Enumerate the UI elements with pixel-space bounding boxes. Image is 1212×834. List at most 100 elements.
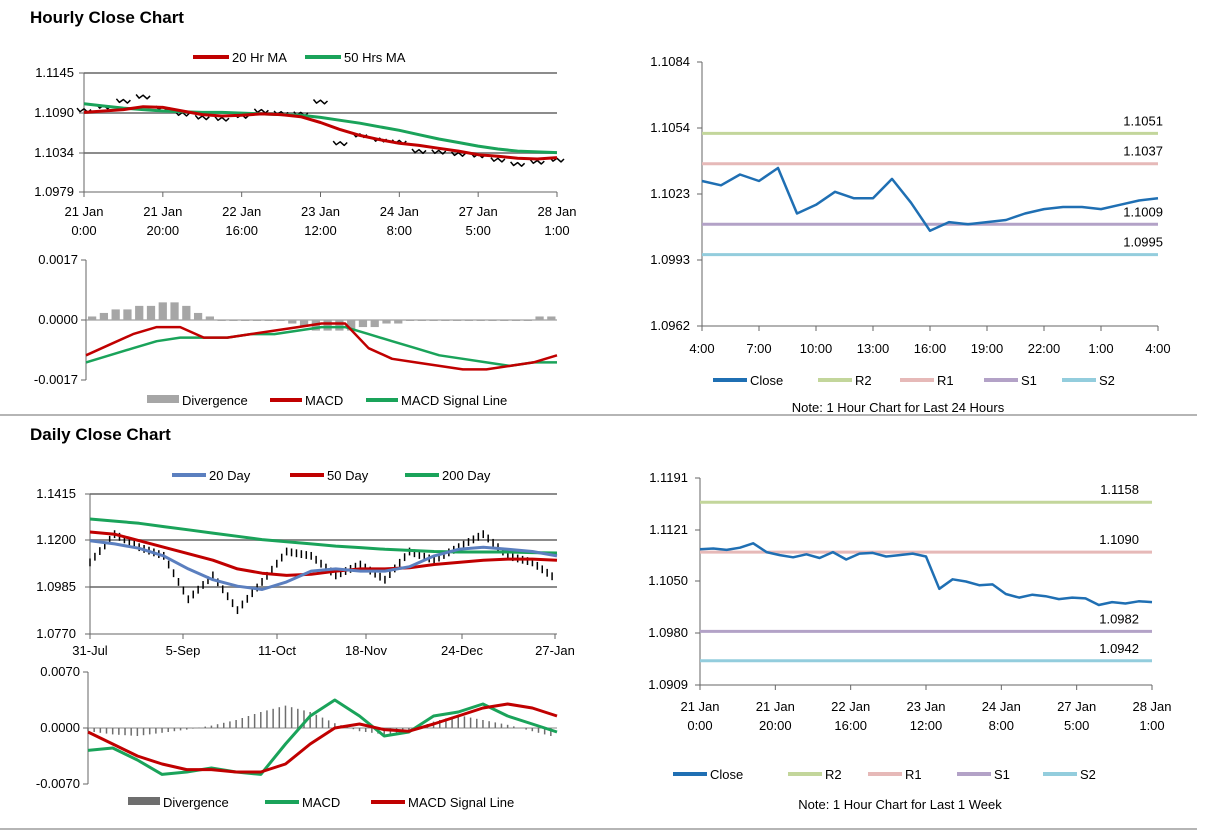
price-bar xyxy=(510,161,526,167)
divergence-bar xyxy=(135,305,144,320)
divergence-bar xyxy=(217,320,226,321)
divergence-bar xyxy=(205,316,214,320)
divergence-bar xyxy=(146,305,156,320)
chart-note: Note: 1 Hour Chart for Last 1 Week xyxy=(798,797,1002,812)
y-tick-label: 1.1023 xyxy=(650,186,690,201)
legend-label-r2: R2 xyxy=(855,373,872,388)
ma20-line xyxy=(83,105,558,161)
x-tick-label: 27-Jan xyxy=(535,643,575,658)
x-tick-date: 22 Jan xyxy=(222,204,261,219)
x-tick-time: 20:00 xyxy=(759,718,792,733)
x-tick-label: 11-Oct xyxy=(258,643,296,658)
price-bar xyxy=(411,148,427,155)
y-tick-label: 1.0909 xyxy=(648,677,688,692)
close-line xyxy=(701,166,1159,233)
y-tick-label: 1.0962 xyxy=(650,318,690,333)
x-tick-date: 24 Jan xyxy=(982,699,1021,714)
divergence-bar xyxy=(111,309,120,320)
x-tick-time: 8:00 xyxy=(387,223,412,238)
legend-label-200-day: 200 Day xyxy=(442,468,491,483)
x-tick-time: 16:00 xyxy=(225,223,258,238)
x-tick-time: 1:00 xyxy=(544,223,569,238)
x-tick-time: 12:00 xyxy=(304,223,337,238)
y-tick-label: -0.0070 xyxy=(36,776,80,791)
legend-label-r2: R2 xyxy=(825,767,842,782)
legend-label-r1: R1 xyxy=(905,767,922,782)
legend-label-divergence: Divergence xyxy=(163,795,229,810)
price-bar xyxy=(332,140,348,147)
x-tick-time: 1:00 xyxy=(1139,718,1164,733)
x-tick-date: 23 Jan xyxy=(301,204,340,219)
close-line xyxy=(699,542,1153,607)
section-divider xyxy=(0,414,1197,416)
divergence-bar xyxy=(511,320,521,321)
x-tick-date: 24 Jan xyxy=(380,204,419,219)
price-bar xyxy=(312,99,329,105)
divergence-bar xyxy=(358,320,368,328)
divergence-bar xyxy=(382,320,391,324)
divergence-bar xyxy=(476,320,485,321)
x-tick-date: 28 Jan xyxy=(537,204,576,219)
legend-label-50-hrs-ma: 50 Hrs MA xyxy=(344,50,406,65)
legend-label-macd: MACD xyxy=(302,795,340,810)
y-tick-label: 1.0770 xyxy=(36,626,76,641)
divergence-bar xyxy=(252,320,262,321)
hourly-section-title: Hourly Close Chart xyxy=(30,8,184,27)
ma20-line xyxy=(89,539,558,591)
macd-line xyxy=(87,698,558,776)
x-tick-date: 21 Jan xyxy=(680,699,719,714)
divergence-bar xyxy=(453,320,462,321)
legend-label-s1: S1 xyxy=(994,767,1010,782)
divergence-bar xyxy=(299,320,309,328)
x-tick-time: 12:00 xyxy=(910,718,943,733)
legend-label-s2: S2 xyxy=(1099,373,1115,388)
divergence-bar xyxy=(182,305,191,320)
divergence-bar xyxy=(264,320,273,321)
legend-label-r1: R1 xyxy=(937,373,954,388)
divergence-bar xyxy=(441,320,450,321)
level-label-s2: 1.0942 xyxy=(1099,641,1139,656)
divergence-bar xyxy=(229,320,238,321)
y-tick-label: 1.1145 xyxy=(35,65,74,80)
y-tick-label: 1.1200 xyxy=(36,532,76,547)
ma200-line xyxy=(89,517,558,555)
x-tick-date: 22 Jan xyxy=(831,699,870,714)
level-label-r1: 1.1090 xyxy=(1099,532,1139,547)
y-tick-label: 0.0017 xyxy=(38,252,78,267)
y-tick-label: 1.1050 xyxy=(648,573,688,588)
x-tick-label: 7:00 xyxy=(746,341,771,356)
x-tick-date: 21 Jan xyxy=(64,204,103,219)
y-tick-label: 0.0070 xyxy=(40,664,80,679)
x-tick-label: 16:00 xyxy=(914,341,947,356)
legend-swatch-divergence xyxy=(128,797,160,805)
x-tick-label: 5-Sep xyxy=(166,643,201,658)
y-tick-label: 0.0000 xyxy=(40,720,80,735)
level-label-s1: 1.1009 xyxy=(1123,204,1163,219)
price-bar xyxy=(431,149,447,155)
x-tick-label: 1:00 xyxy=(1088,341,1113,356)
legend-label-20-day: 20 Day xyxy=(209,468,251,483)
x-tick-date: 27 Jan xyxy=(1057,699,1096,714)
x-tick-label: 24-Dec xyxy=(441,643,483,658)
y-tick-label: 1.0985 xyxy=(36,579,76,594)
divergence-bar xyxy=(464,320,474,321)
divergence-bar xyxy=(323,320,332,331)
level-label-r2: 1.1158 xyxy=(1100,482,1139,497)
legend-label-close: Close xyxy=(750,373,783,388)
divergence-bar xyxy=(488,320,497,321)
level-label-r1: 1.1037 xyxy=(1123,144,1163,159)
x-tick-date: 28 Jan xyxy=(1132,699,1171,714)
divergence-bar xyxy=(88,316,97,320)
y-tick-label: 1.1090 xyxy=(34,105,74,120)
daily-section-title: Daily Close Chart xyxy=(30,425,171,444)
price-bar xyxy=(253,108,269,114)
y-tick-label: 1.1121 xyxy=(649,522,688,537)
level-label-s1: 1.0982 xyxy=(1099,611,1139,626)
legend-label-50-day: 50 Day xyxy=(327,468,369,483)
divergence-bar xyxy=(123,309,132,320)
legend-label-close: Close xyxy=(710,767,743,782)
y-tick-label: 0.0000 xyxy=(38,312,78,327)
x-tick-date: 21 Jan xyxy=(143,204,182,219)
divergence-bar xyxy=(241,320,250,321)
x-tick-label: 22:00 xyxy=(1028,341,1061,356)
